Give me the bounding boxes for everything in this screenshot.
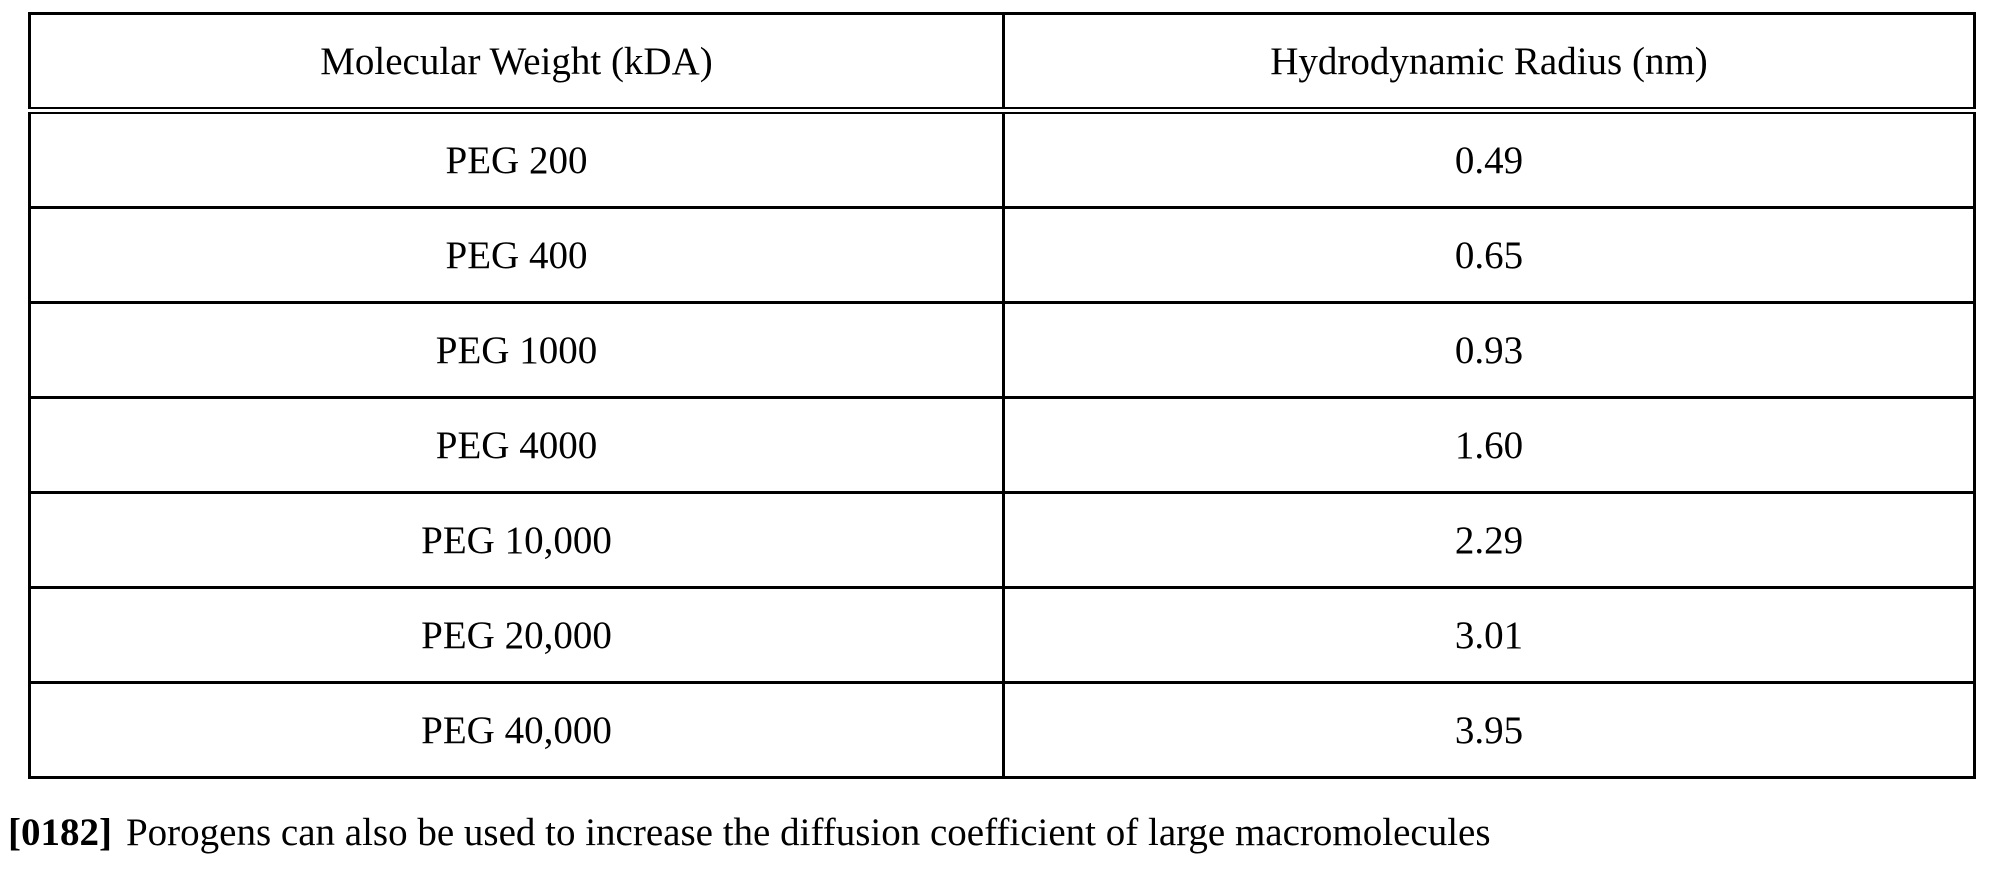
- table-row: PEG 20,0003.01: [30, 588, 1975, 683]
- table-cell: 0.93: [1004, 303, 1975, 398]
- paragraph-number: [0182]: [8, 811, 112, 854]
- table-cell: PEG 1000: [30, 303, 1004, 398]
- table-cell: 3.95: [1004, 683, 1975, 778]
- table-cell: PEG 20,000: [30, 588, 1004, 683]
- table-row: PEG 10000.93: [30, 303, 1975, 398]
- table-body: PEG 2000.49PEG 4000.65PEG 10000.93PEG 40…: [30, 111, 1975, 778]
- table-cell: 0.65: [1004, 208, 1975, 303]
- paragraph: [0182] Porogens can also be used to incre…: [8, 810, 1491, 855]
- table-cell: 2.29: [1004, 493, 1975, 588]
- header-cell: Hydrodynamic Radius (nm): [1004, 14, 1975, 111]
- table-cell: PEG 4000: [30, 398, 1004, 493]
- table-cell: 1.60: [1004, 398, 1975, 493]
- table-row: PEG 2000.49: [30, 111, 1975, 208]
- table-row: PEG 40001.60: [30, 398, 1975, 493]
- table-row: PEG 40,0003.95: [30, 683, 1975, 778]
- table-cell: 0.49: [1004, 111, 1975, 208]
- paragraph-text: Porogens can also be used to increase th…: [126, 811, 1491, 854]
- header-row: Molecular Weight (kDA) Hydrodynamic Radi…: [30, 14, 1975, 111]
- table-row: PEG 10,0002.29: [30, 493, 1975, 588]
- table-cell: PEG 10,000: [30, 493, 1004, 588]
- table-cell: PEG 200: [30, 111, 1004, 208]
- data-table: Molecular Weight (kDA) Hydrodynamic Radi…: [28, 12, 1976, 779]
- header-cell: Molecular Weight (kDA): [30, 14, 1004, 111]
- table-cell: 3.01: [1004, 588, 1975, 683]
- table-cell: PEG 40,000: [30, 683, 1004, 778]
- table-row: PEG 4000.65: [30, 208, 1975, 303]
- table-cell: PEG 400: [30, 208, 1004, 303]
